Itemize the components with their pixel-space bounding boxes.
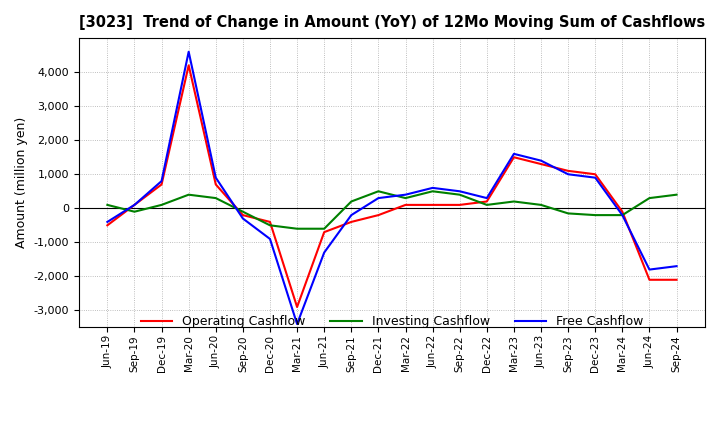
Operating Cashflow (157, 182, 166, 187)
Line: Operating Cashflow: Operating Cashflow (107, 66, 677, 307)
Investing Cashflow (374, 189, 383, 194)
Free Cashflow (455, 189, 464, 194)
Investing Cashflow (401, 195, 410, 201)
Free Cashflow (266, 236, 274, 242)
Line: Free Cashflow: Free Cashflow (107, 52, 677, 324)
Operating Cashflow (212, 182, 220, 187)
Investing Cashflow (591, 213, 600, 218)
Free Cashflow (510, 151, 518, 157)
Free Cashflow (564, 172, 572, 177)
Free Cashflow (130, 202, 139, 208)
Investing Cashflow (645, 195, 654, 201)
Operating Cashflow (455, 202, 464, 208)
Operating Cashflow (184, 63, 193, 68)
Free Cashflow (293, 321, 302, 326)
Line: Investing Cashflow: Investing Cashflow (107, 191, 677, 229)
Investing Cashflow (455, 192, 464, 197)
Investing Cashflow (293, 226, 302, 231)
Y-axis label: Amount (million yen): Amount (million yen) (15, 117, 28, 249)
Title: [3023]  Trend of Change in Amount (YoY) of 12Mo Moving Sum of Cashflows: [3023] Trend of Change in Amount (YoY) o… (78, 15, 705, 30)
Free Cashflow (212, 175, 220, 180)
Operating Cashflow (347, 219, 356, 224)
Investing Cashflow (130, 209, 139, 214)
Investing Cashflow (212, 195, 220, 201)
Free Cashflow (618, 213, 626, 218)
Operating Cashflow (293, 304, 302, 310)
Free Cashflow (320, 250, 328, 255)
Operating Cashflow (238, 213, 247, 218)
Operating Cashflow (672, 277, 681, 282)
Free Cashflow (591, 175, 600, 180)
Free Cashflow (645, 267, 654, 272)
Free Cashflow (401, 192, 410, 197)
Operating Cashflow (564, 168, 572, 173)
Operating Cashflow (103, 223, 112, 228)
Operating Cashflow (618, 209, 626, 214)
Investing Cashflow (564, 211, 572, 216)
Investing Cashflow (536, 202, 545, 208)
Free Cashflow (347, 213, 356, 218)
Free Cashflow (184, 49, 193, 55)
Free Cashflow (238, 216, 247, 221)
Investing Cashflow (510, 199, 518, 204)
Operating Cashflow (401, 202, 410, 208)
Investing Cashflow (157, 202, 166, 208)
Operating Cashflow (130, 202, 139, 208)
Operating Cashflow (266, 219, 274, 224)
Free Cashflow (672, 264, 681, 269)
Free Cashflow (482, 195, 491, 201)
Investing Cashflow (184, 192, 193, 197)
Investing Cashflow (428, 189, 437, 194)
Operating Cashflow (374, 213, 383, 218)
Investing Cashflow (672, 192, 681, 197)
Investing Cashflow (266, 223, 274, 228)
Operating Cashflow (645, 277, 654, 282)
Investing Cashflow (347, 199, 356, 204)
Investing Cashflow (320, 226, 328, 231)
Investing Cashflow (238, 209, 247, 214)
Operating Cashflow (536, 161, 545, 167)
Free Cashflow (374, 195, 383, 201)
Operating Cashflow (428, 202, 437, 208)
Operating Cashflow (482, 199, 491, 204)
Free Cashflow (428, 185, 437, 191)
Investing Cashflow (618, 213, 626, 218)
Legend: Operating Cashflow, Investing Cashflow, Free Cashflow: Operating Cashflow, Investing Cashflow, … (135, 310, 648, 333)
Investing Cashflow (482, 202, 491, 208)
Operating Cashflow (510, 154, 518, 160)
Operating Cashflow (320, 230, 328, 235)
Operating Cashflow (591, 172, 600, 177)
Free Cashflow (103, 219, 112, 224)
Investing Cashflow (103, 202, 112, 208)
Free Cashflow (536, 158, 545, 163)
Free Cashflow (157, 179, 166, 184)
